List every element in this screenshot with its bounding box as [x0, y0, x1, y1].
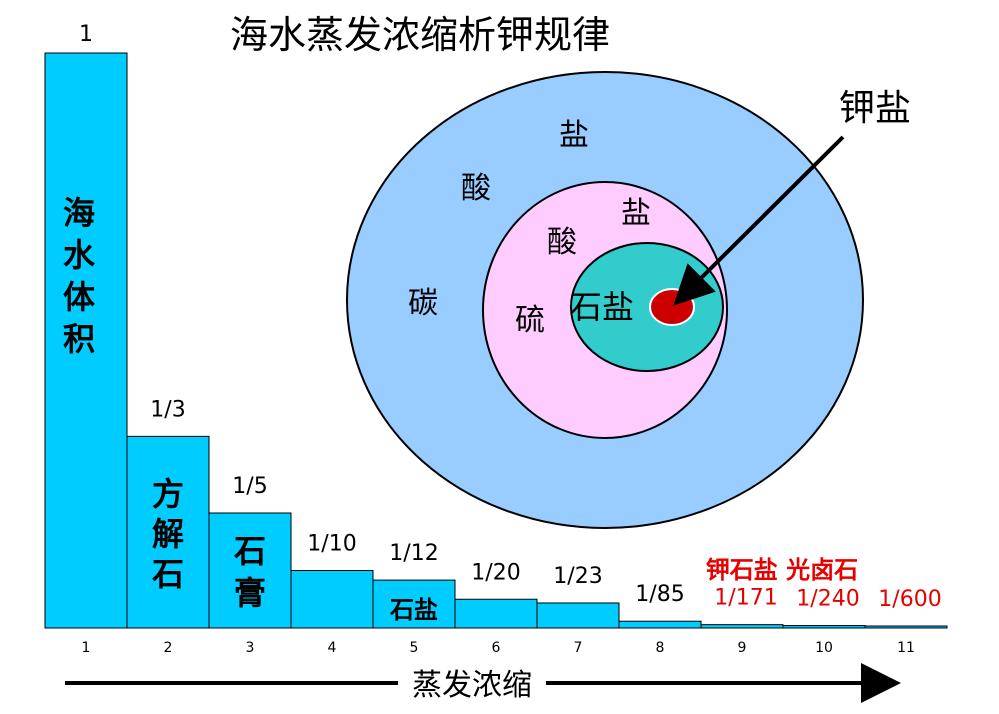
bar-3: [208, 512, 292, 629]
bar-inner-label-char: 积: [63, 320, 95, 358]
pointer-label: 钾盐: [839, 88, 911, 129]
mineral-label-char: 方: [152, 475, 184, 513]
bar-1: [44, 52, 128, 629]
bar-9: [700, 624, 784, 629]
category-label-5: 5: [410, 640, 419, 656]
value-label-9: 1/171: [714, 586, 777, 611]
value-label-5: 1/12: [389, 541, 438, 566]
bar-4: [290, 570, 374, 629]
salt-ring-diagram: 盐 酸 碳 盐 酸 硫 石盐 钾盐: [346, 71, 911, 529]
x-axis-label: 蒸发浓缩: [412, 668, 532, 703]
category-label-11: 11: [897, 640, 915, 656]
mineral-label-char: 解: [152, 515, 184, 553]
category-label-10: 10: [815, 640, 833, 656]
value-label-7: 1/23: [553, 564, 602, 589]
outer-label-carbon: 碳: [408, 286, 438, 321]
bar-inner-label-char: 体: [63, 278, 95, 316]
bars-layer: 11海水体积1/32方解石1/53石膏1/1041/125石盐1/2061/23…: [44, 22, 948, 656]
category-label-1: 1: [82, 640, 91, 656]
outer-label-acid: 酸: [461, 171, 491, 206]
category-label-4: 4: [328, 640, 337, 656]
bar-inner-label-char: 海: [63, 194, 95, 232]
inner-label-halite: 石盐: [570, 288, 634, 326]
mineral-label-5: 石盐: [389, 596, 438, 624]
potash-minerals-note: 钾石盐 光卤石: [706, 556, 858, 584]
chart-title: 海水蒸发浓缩析钾规律: [230, 13, 610, 57]
category-label-8: 8: [656, 640, 665, 656]
bar-7: [536, 602, 620, 629]
bar-5: [372, 579, 456, 629]
category-label-9: 9: [738, 640, 747, 656]
bar-8: [618, 620, 702, 629]
bar-6: [454, 598, 538, 629]
category-label-7: 7: [574, 640, 583, 656]
middle-label-acid: 酸: [547, 225, 577, 260]
middle-label-sulfur: 硫: [515, 303, 545, 338]
value-label-10: 1/240: [796, 587, 859, 612]
bar-inner-label-char: 水: [63, 236, 96, 274]
x-axis-label-bg: [398, 662, 546, 704]
value-label-4: 1/10: [307, 532, 356, 557]
outer-label-salt: 盐: [559, 118, 589, 153]
category-label-6: 6: [492, 640, 501, 656]
pointer-arrow: [673, 135, 845, 306]
value-label-1: 1: [79, 22, 93, 47]
value-label-6: 1/20: [471, 560, 520, 585]
category-label-3: 3: [246, 640, 255, 656]
category-label-2: 2: [164, 640, 173, 656]
mineral-label-char: 膏: [234, 574, 266, 612]
mineral-label-char: 石: [233, 532, 266, 570]
mineral-label-char: 石: [151, 555, 184, 593]
value-label-8: 1/85: [635, 582, 684, 607]
value-label-3: 1/5: [232, 474, 267, 499]
value-label-2: 1/3: [150, 397, 185, 422]
middle-label-salt: 盐: [621, 196, 651, 231]
value-label-11: 1/600: [878, 587, 941, 612]
